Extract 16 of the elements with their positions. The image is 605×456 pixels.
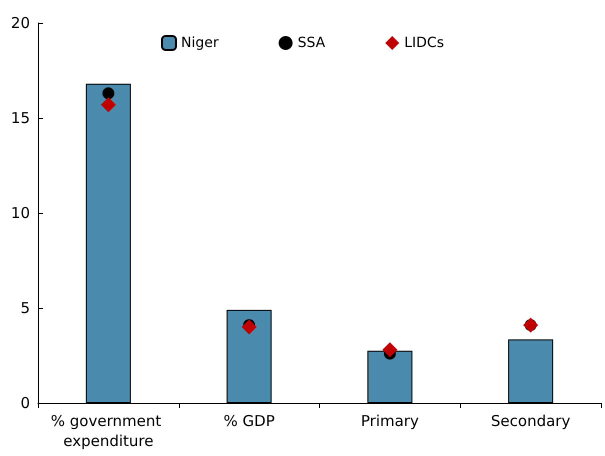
y-tick-label: 5 [20,299,30,317]
x-tick-label: Primary [360,412,419,430]
y-tick-label: 20 [10,14,30,32]
y-tick-label: 15 [10,109,30,127]
x-tick-label: % government expenditure [50,412,166,450]
x-tick-label: % GDP [224,412,275,430]
point [242,320,257,334]
point [382,342,398,358]
legend-label: SSA [298,35,326,51]
point [102,87,114,100]
legend-label: Niger [180,35,219,51]
y-tick-label: 0 [20,394,30,412]
point [100,97,116,112]
legend-label: LIDCs [404,35,444,51]
x-tick-label: Secondary [490,412,570,430]
y-tick-label: 10 [10,204,30,222]
